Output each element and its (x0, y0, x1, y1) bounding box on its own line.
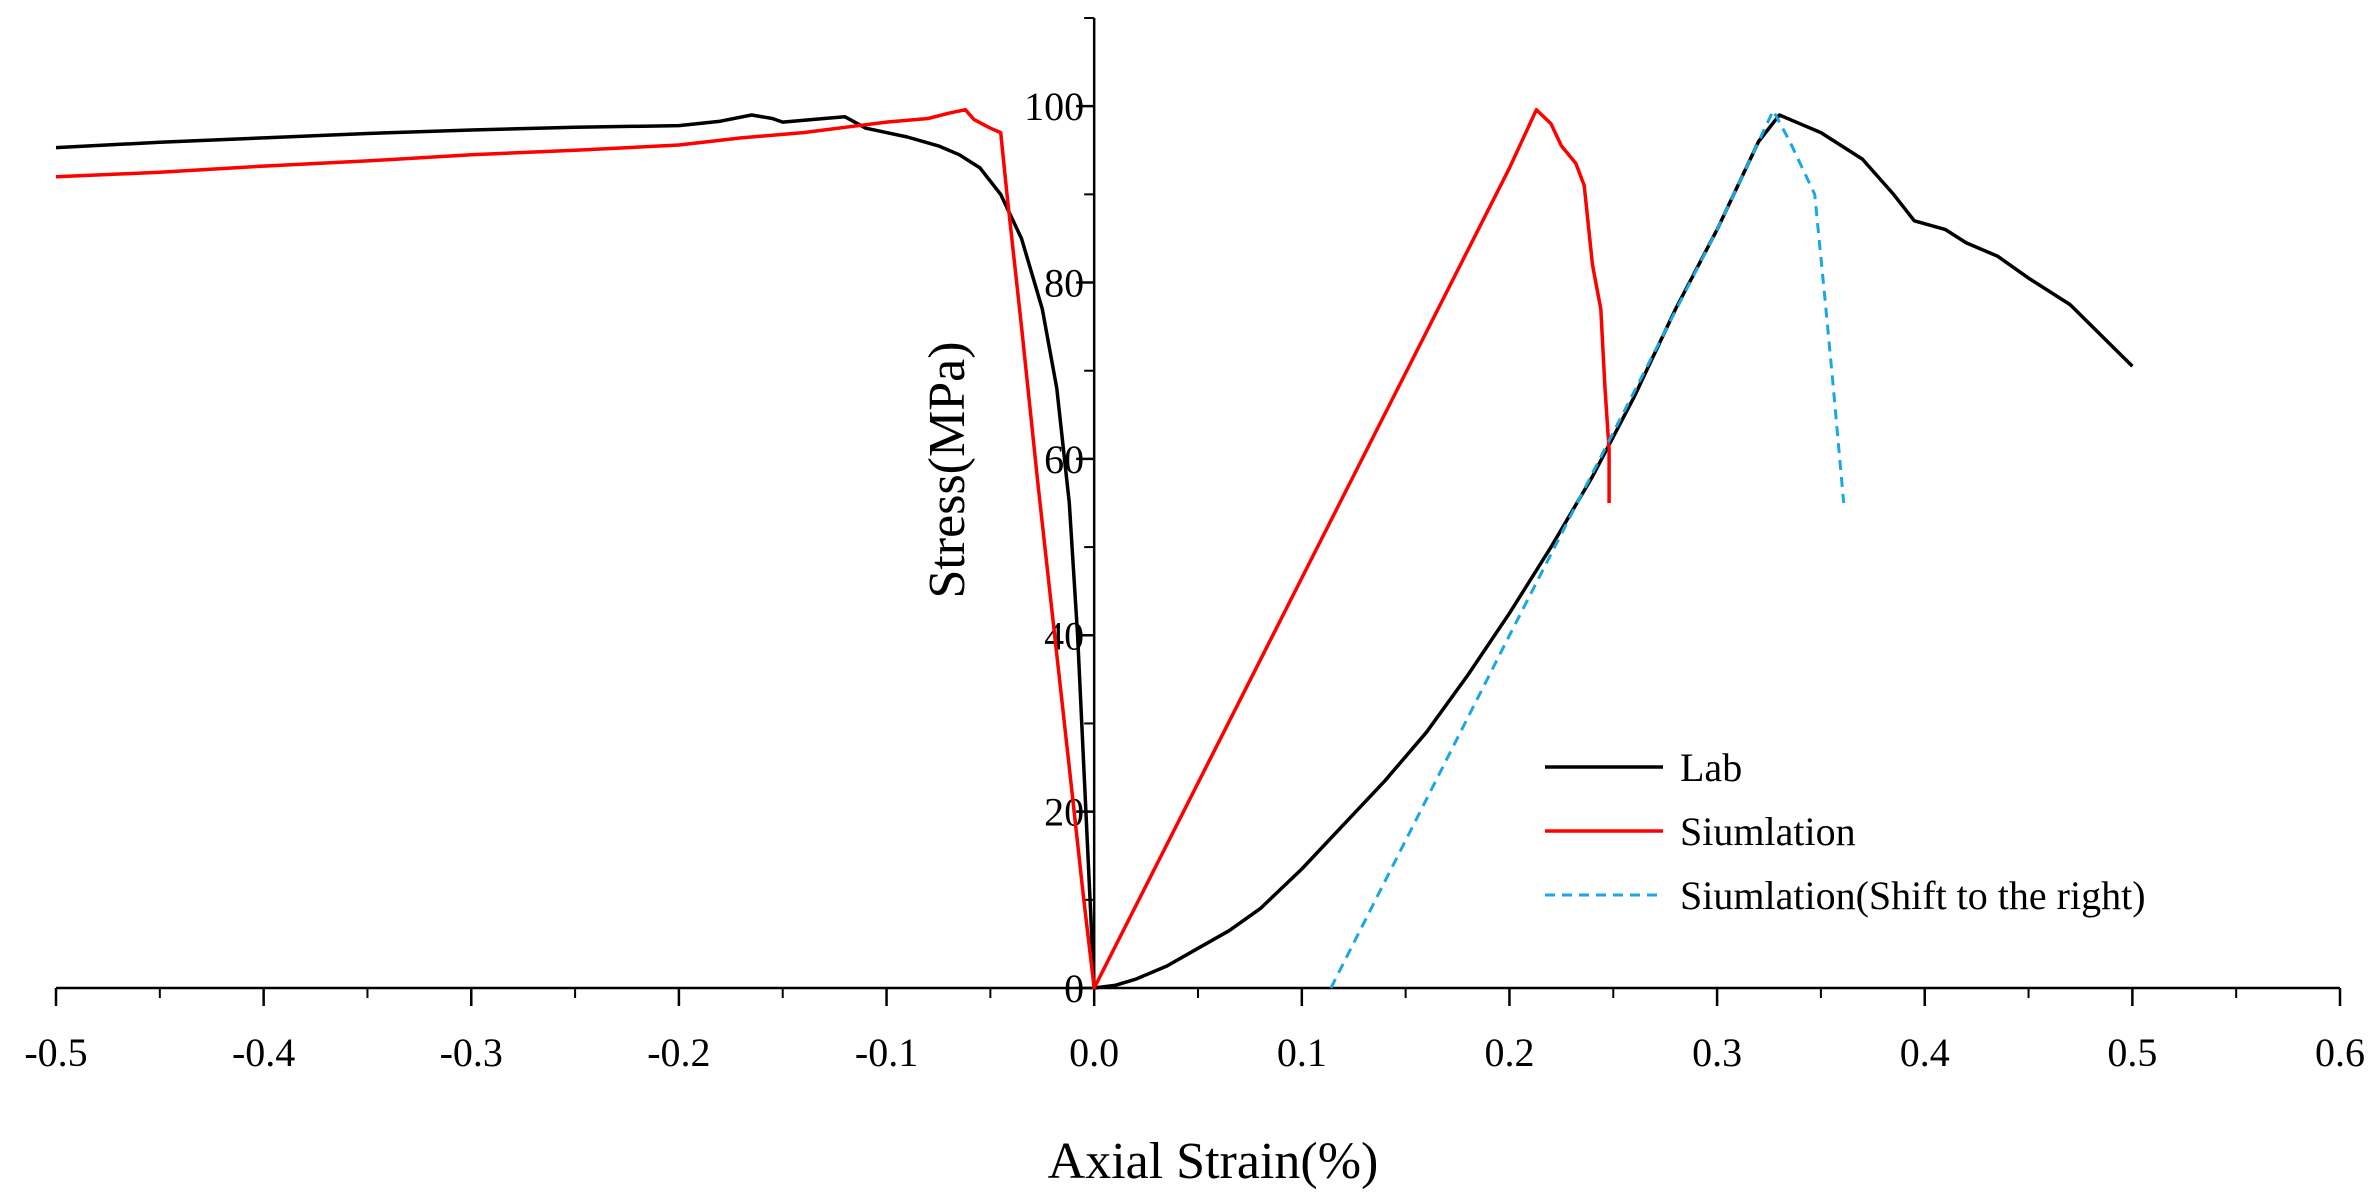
x-tick-label: 0.0 (1069, 1030, 1119, 1075)
x-tick-label: 0.2 (1484, 1030, 1534, 1075)
x-tick-label: -0.4 (232, 1030, 295, 1075)
series-line-lab (55, 113, 2134, 990)
x-tick-label: 0.3 (1692, 1030, 1742, 1075)
x-tick-label: -0.2 (647, 1030, 710, 1075)
x-tick-label: 0.1 (1277, 1030, 1327, 1075)
x-tick-label: 0.6 (2315, 1030, 2365, 1075)
legend-label: Lab (1680, 745, 1742, 790)
axes: -0.5 -0.4 -0.3 -0.2 -0.1 0.0 0.1 0.2 0.3 0.4 0.5 0.… (24, 17, 2365, 1075)
legend-label: Siumlation (1680, 809, 1856, 854)
y-tick-label: 20 (1044, 790, 1084, 835)
x-tick-label: -0.5 (24, 1030, 87, 1075)
y-tick-label: 100 (1024, 84, 1084, 129)
x-tick-label: -0.1 (855, 1030, 918, 1075)
legend: Lab Siumlation Siumlation(Shift to the rig… (1545, 745, 2146, 918)
y-tick-label: 80 (1044, 261, 1084, 306)
y-axis-title: Stress(MPa) (919, 341, 976, 598)
x-tick-label: -0.3 (440, 1030, 503, 1075)
legend-label: Siumlation(Shift to the right) (1680, 873, 2146, 918)
x-tick-label: 0.4 (1900, 1030, 1950, 1075)
y-tick-label: 0 (1064, 966, 1084, 1011)
series-line-simulation (55, 107, 1611, 990)
series-line-simulation-shifted (1329, 109, 1846, 989)
series-layer (55, 107, 2134, 990)
x-axis-title: Axial Strain(%) (1048, 1133, 1379, 1190)
x-tick-label: 0.5 (2107, 1030, 2157, 1075)
